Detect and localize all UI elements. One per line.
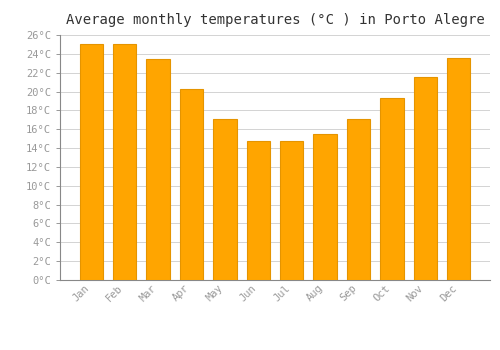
Bar <box>113 44 136 280</box>
Bar <box>347 119 370 280</box>
Title: Average monthly temperatures (°C ) in Porto Alegre: Average monthly temperatures (°C ) in Po… <box>66 13 484 27</box>
Bar <box>414 77 437 280</box>
Bar <box>314 134 337 280</box>
Bar <box>447 58 470 280</box>
Bar <box>146 58 170 280</box>
Bar <box>280 141 303 280</box>
Bar <box>380 98 404 280</box>
Bar <box>80 44 103 280</box>
Bar <box>213 119 236 280</box>
Bar <box>246 141 270 280</box>
Bar <box>180 89 203 280</box>
